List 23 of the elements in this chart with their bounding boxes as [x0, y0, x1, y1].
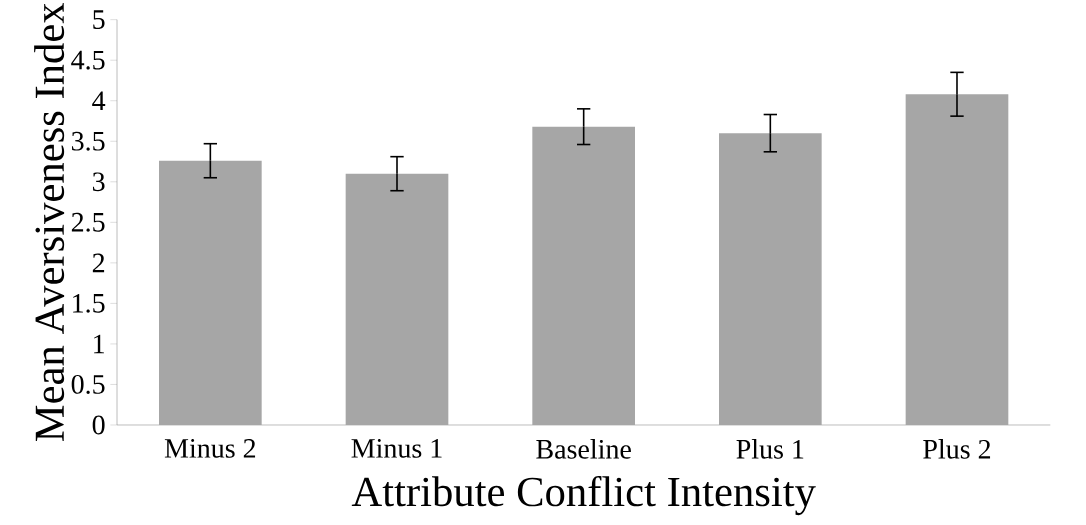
y-tick-label: 0.5 [71, 374, 105, 394]
x-tick-label: Plus 2 [923, 439, 991, 459]
x-tick-label: Baseline [536, 439, 631, 459]
x-axis-title: Attribute Conflict Intensity [351, 475, 816, 516]
y-tick-label: 4 [92, 91, 106, 110]
bar [905, 94, 1009, 425]
y-tick-label: 1.5 [73, 293, 105, 313]
x-tick-label: Minus 1 [351, 439, 442, 458]
y-tick-label: 3 [92, 172, 105, 192]
y-axis-title: Mean Aversiveness Index [34, 2, 65, 442]
y-tick-label: 2 [92, 253, 105, 273]
y-tick-label: 2.5 [71, 212, 105, 232]
x-tick-label: Plus 1 [736, 439, 804, 459]
x-tick-label: Minus 2 [164, 439, 256, 458]
bar [159, 160, 262, 425]
y-tick-label: 1 [94, 334, 104, 354]
bar [345, 173, 449, 425]
bar [719, 133, 822, 425]
y-tick-label: 5 [93, 10, 105, 29]
y-tick-label: 0 [92, 415, 105, 435]
bar [532, 126, 635, 425]
y-tick-label: 3.5 [71, 131, 105, 151]
y-tick-label: 4.5 [71, 50, 105, 70]
